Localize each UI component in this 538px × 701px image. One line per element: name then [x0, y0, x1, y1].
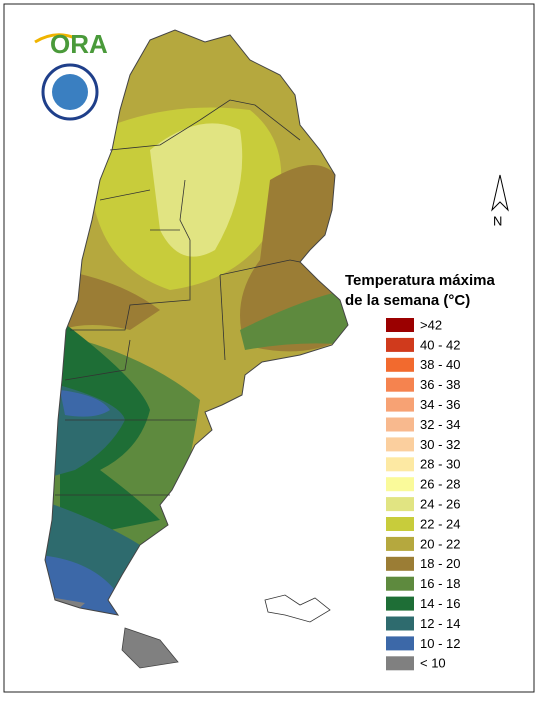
compass-arrow — [491, 174, 509, 212]
legend-label: 24 - 26 — [420, 497, 460, 512]
legend-title: Temperatura máxima — [345, 272, 495, 289]
malvinas — [264, 594, 331, 623]
legend-label: 36 - 38 — [420, 377, 460, 392]
legend-label: 40 - 42 — [420, 337, 460, 352]
emblem-inner — [52, 74, 88, 110]
legend-swatch — [386, 636, 414, 651]
province-borders — [55, 99, 301, 496]
zone-10-12-north — [60, 390, 110, 417]
legend-swatch — [386, 318, 414, 332]
legend-swatch — [386, 536, 414, 551]
legend-swatch — [386, 656, 414, 671]
legend-swatch — [386, 596, 414, 611]
legend-label: 38 - 40 — [420, 357, 460, 372]
legend-label: >42 — [420, 317, 442, 332]
compass: N — [491, 174, 509, 228]
legend-label: 14 - 16 — [420, 596, 460, 611]
legend-swatch — [386, 357, 414, 372]
legend-label: < 10 — [420, 656, 446, 671]
legend-swatch — [386, 556, 414, 571]
legend-label: 34 - 36 — [420, 397, 460, 412]
legend-swatch — [386, 576, 414, 591]
legend-swatch — [386, 377, 414, 392]
legend-swatch — [386, 497, 414, 512]
legend-swatch — [386, 517, 414, 531]
legend-label: 32 - 34 — [420, 417, 460, 432]
legend-label: 10 - 12 — [420, 636, 460, 651]
legend-label: 20 - 22 — [420, 536, 460, 551]
legend-label: 18 - 20 — [420, 556, 460, 571]
zone-16-18-east — [240, 290, 348, 350]
legend-swatch — [386, 477, 414, 492]
legend-label: 30 - 32 — [420, 437, 460, 452]
legend-label: 28 - 30 — [420, 457, 460, 472]
legend-swatch — [386, 457, 414, 472]
legend-swatch — [386, 616, 414, 631]
legend-label: 22 - 24 — [420, 516, 460, 531]
legend-swatch — [386, 397, 414, 412]
legend-label: 16 - 18 — [420, 576, 460, 591]
logo-text: ORA — [50, 29, 108, 59]
compass-label: N — [493, 213, 502, 228]
legend-swatch — [386, 437, 414, 452]
tierra-del-fuego — [121, 627, 179, 669]
logo: ORA — [34, 29, 108, 121]
legend-title: de la semana (°C) — [345, 292, 470, 309]
legend-label: 26 - 28 — [420, 477, 460, 492]
zone-18-20-west — [60, 270, 160, 330]
zone-24-26 — [150, 123, 243, 257]
logo-arc — [34, 33, 76, 44]
legend-swatch — [386, 337, 414, 352]
legend: Temperatura máxima de la semana (°C) >42 40… — [345, 272, 495, 671]
legend-label: 12 - 14 — [420, 616, 460, 631]
legend-swatch — [386, 417, 414, 432]
